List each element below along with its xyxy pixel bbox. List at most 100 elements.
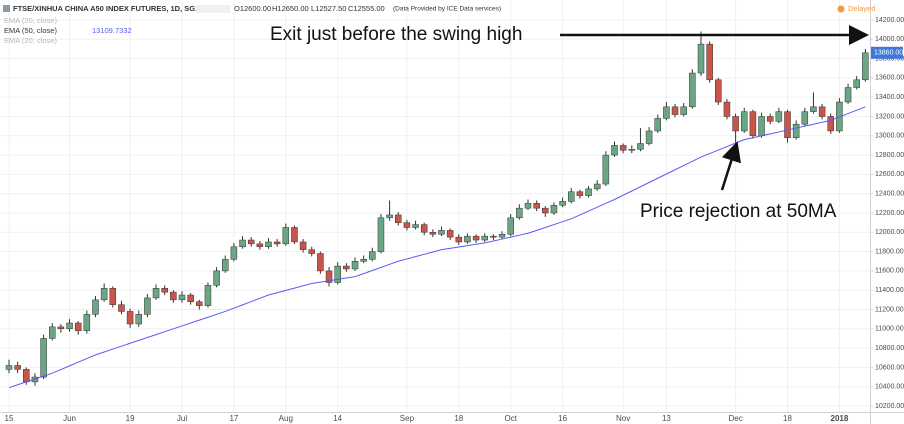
candle-body — [715, 79, 722, 103]
candle-body — [516, 207, 523, 219]
candle-body — [299, 241, 307, 250]
candle-body — [637, 143, 644, 150]
indicator-row[interactable]: EMA (20, close) — [4, 16, 57, 25]
candle-body — [291, 227, 298, 243]
candle-body — [792, 123, 800, 138]
candle-body — [542, 207, 549, 214]
annotation: Price rejection at 50MA — [640, 201, 837, 222]
candle-body — [490, 235, 497, 238]
delayed-icon — [837, 5, 845, 13]
x-tick-label: Aug — [279, 414, 293, 423]
y-tick-label: 11200.00 — [875, 306, 904, 313]
axes: 10200.00 10400.00 10600.00 10800.00 11000.00… — [5, 17, 904, 423]
candle-body — [135, 314, 142, 325]
candle-body — [92, 299, 99, 315]
candle-body — [100, 288, 108, 301]
candle-body — [213, 270, 220, 286]
candle-body — [144, 297, 151, 315]
y-tick-label: 10600.00 — [875, 364, 904, 371]
x-tick-label: 19 — [126, 414, 135, 423]
candle-body — [66, 322, 73, 330]
candle-body — [222, 259, 229, 272]
candle-body — [239, 239, 246, 248]
y-tick-label: 11800.00 — [875, 248, 904, 255]
y-tick-label: 12600.00 — [875, 171, 904, 178]
candle-body — [308, 249, 315, 254]
candle-body — [23, 369, 30, 383]
candle-body — [360, 259, 367, 262]
candle-body — [395, 214, 402, 223]
y-tick-label: 11600.00 — [875, 268, 904, 275]
candle-body — [317, 253, 324, 272]
last-price-label: 13860.00 — [874, 50, 903, 57]
candle-body — [784, 111, 791, 138]
x-tick-label: 18 — [783, 414, 792, 423]
y-tick-label: 11400.00 — [875, 287, 904, 294]
x-tick-label: 14 — [333, 414, 342, 423]
candle-body — [844, 87, 852, 103]
candle-body — [481, 235, 488, 241]
candle-body — [732, 116, 739, 132]
y-tick-label: 12400.00 — [875, 191, 904, 198]
indicator-row[interactable]: EMA (50, close) — [4, 26, 57, 35]
candle-body — [775, 111, 783, 122]
candle-body — [741, 111, 748, 132]
candle-body — [818, 106, 826, 117]
annotation-arrow — [720, 141, 741, 191]
candle-body — [680, 106, 687, 115]
candle-body — [464, 235, 471, 243]
candle-body — [706, 43, 713, 81]
candle-body — [827, 116, 834, 132]
y-tick-label: 13800.00 — [875, 55, 904, 62]
x-tick-label: 2018 — [831, 414, 849, 423]
delayed-status: Delayed — [848, 4, 876, 13]
x-tick-label: Nov — [616, 414, 630, 423]
ohlc-open: O12600.00 — [234, 4, 271, 13]
candle-body — [377, 217, 385, 252]
data-source: (Data Provided by ICE Data services) — [393, 6, 501, 13]
y-tick-label: 12800.00 — [875, 152, 904, 159]
candle-body — [429, 232, 437, 235]
ohlc-high: H12650.00 — [272, 4, 309, 13]
candle-body — [161, 288, 168, 293]
candle-body — [645, 130, 653, 144]
candle-body — [568, 191, 575, 202]
candle-body — [524, 203, 532, 209]
candle-body — [671, 106, 679, 115]
candle-body — [853, 79, 860, 88]
candle-body — [498, 233, 506, 238]
candle-body — [412, 224, 419, 228]
header: FTSE/XINHUA CHINA A50 INDEX FUTURES, 1D,… — [3, 4, 876, 45]
candle-body — [282, 227, 290, 245]
candle-body — [343, 265, 350, 270]
header-buttons[interactable] — [196, 5, 230, 13]
indicator-row[interactable]: EMA (20, close) — [4, 36, 57, 45]
candle-body — [170, 291, 177, 301]
y-tick-label: 10800.00 — [875, 345, 904, 352]
candle-body — [325, 270, 333, 283]
candle-body — [74, 322, 82, 331]
candle-body — [472, 235, 480, 241]
x-tick-label: 16 — [558, 414, 567, 423]
x-tick-label: Oct — [504, 414, 517, 423]
candle-body — [533, 203, 540, 209]
last-price-tag — [871, 46, 903, 59]
y-tick-label: 11000.00 — [875, 326, 904, 333]
candle-body — [83, 314, 91, 331]
symbol-title: FTSE/XINHUA CHINA A50 INDEX FUTURES, 1D,… — [13, 4, 200, 13]
y-tick-label: 14200.00 — [875, 17, 904, 24]
candle-body — [862, 52, 869, 81]
y-tick-label: 14000.00 — [875, 36, 904, 43]
y-tick-label: 13200.00 — [875, 113, 904, 120]
candle-body — [758, 116, 765, 137]
candle-body — [40, 338, 47, 378]
collapse-icon[interactable] — [3, 5, 10, 12]
x-tick-label: 17 — [229, 414, 238, 423]
candle-body — [654, 118, 661, 132]
candle-body — [118, 304, 125, 312]
x-tick-label: 13 — [662, 414, 671, 423]
candle-body — [559, 201, 566, 206]
candle-body — [766, 116, 774, 122]
x-tick-label: Jun — [63, 414, 76, 423]
